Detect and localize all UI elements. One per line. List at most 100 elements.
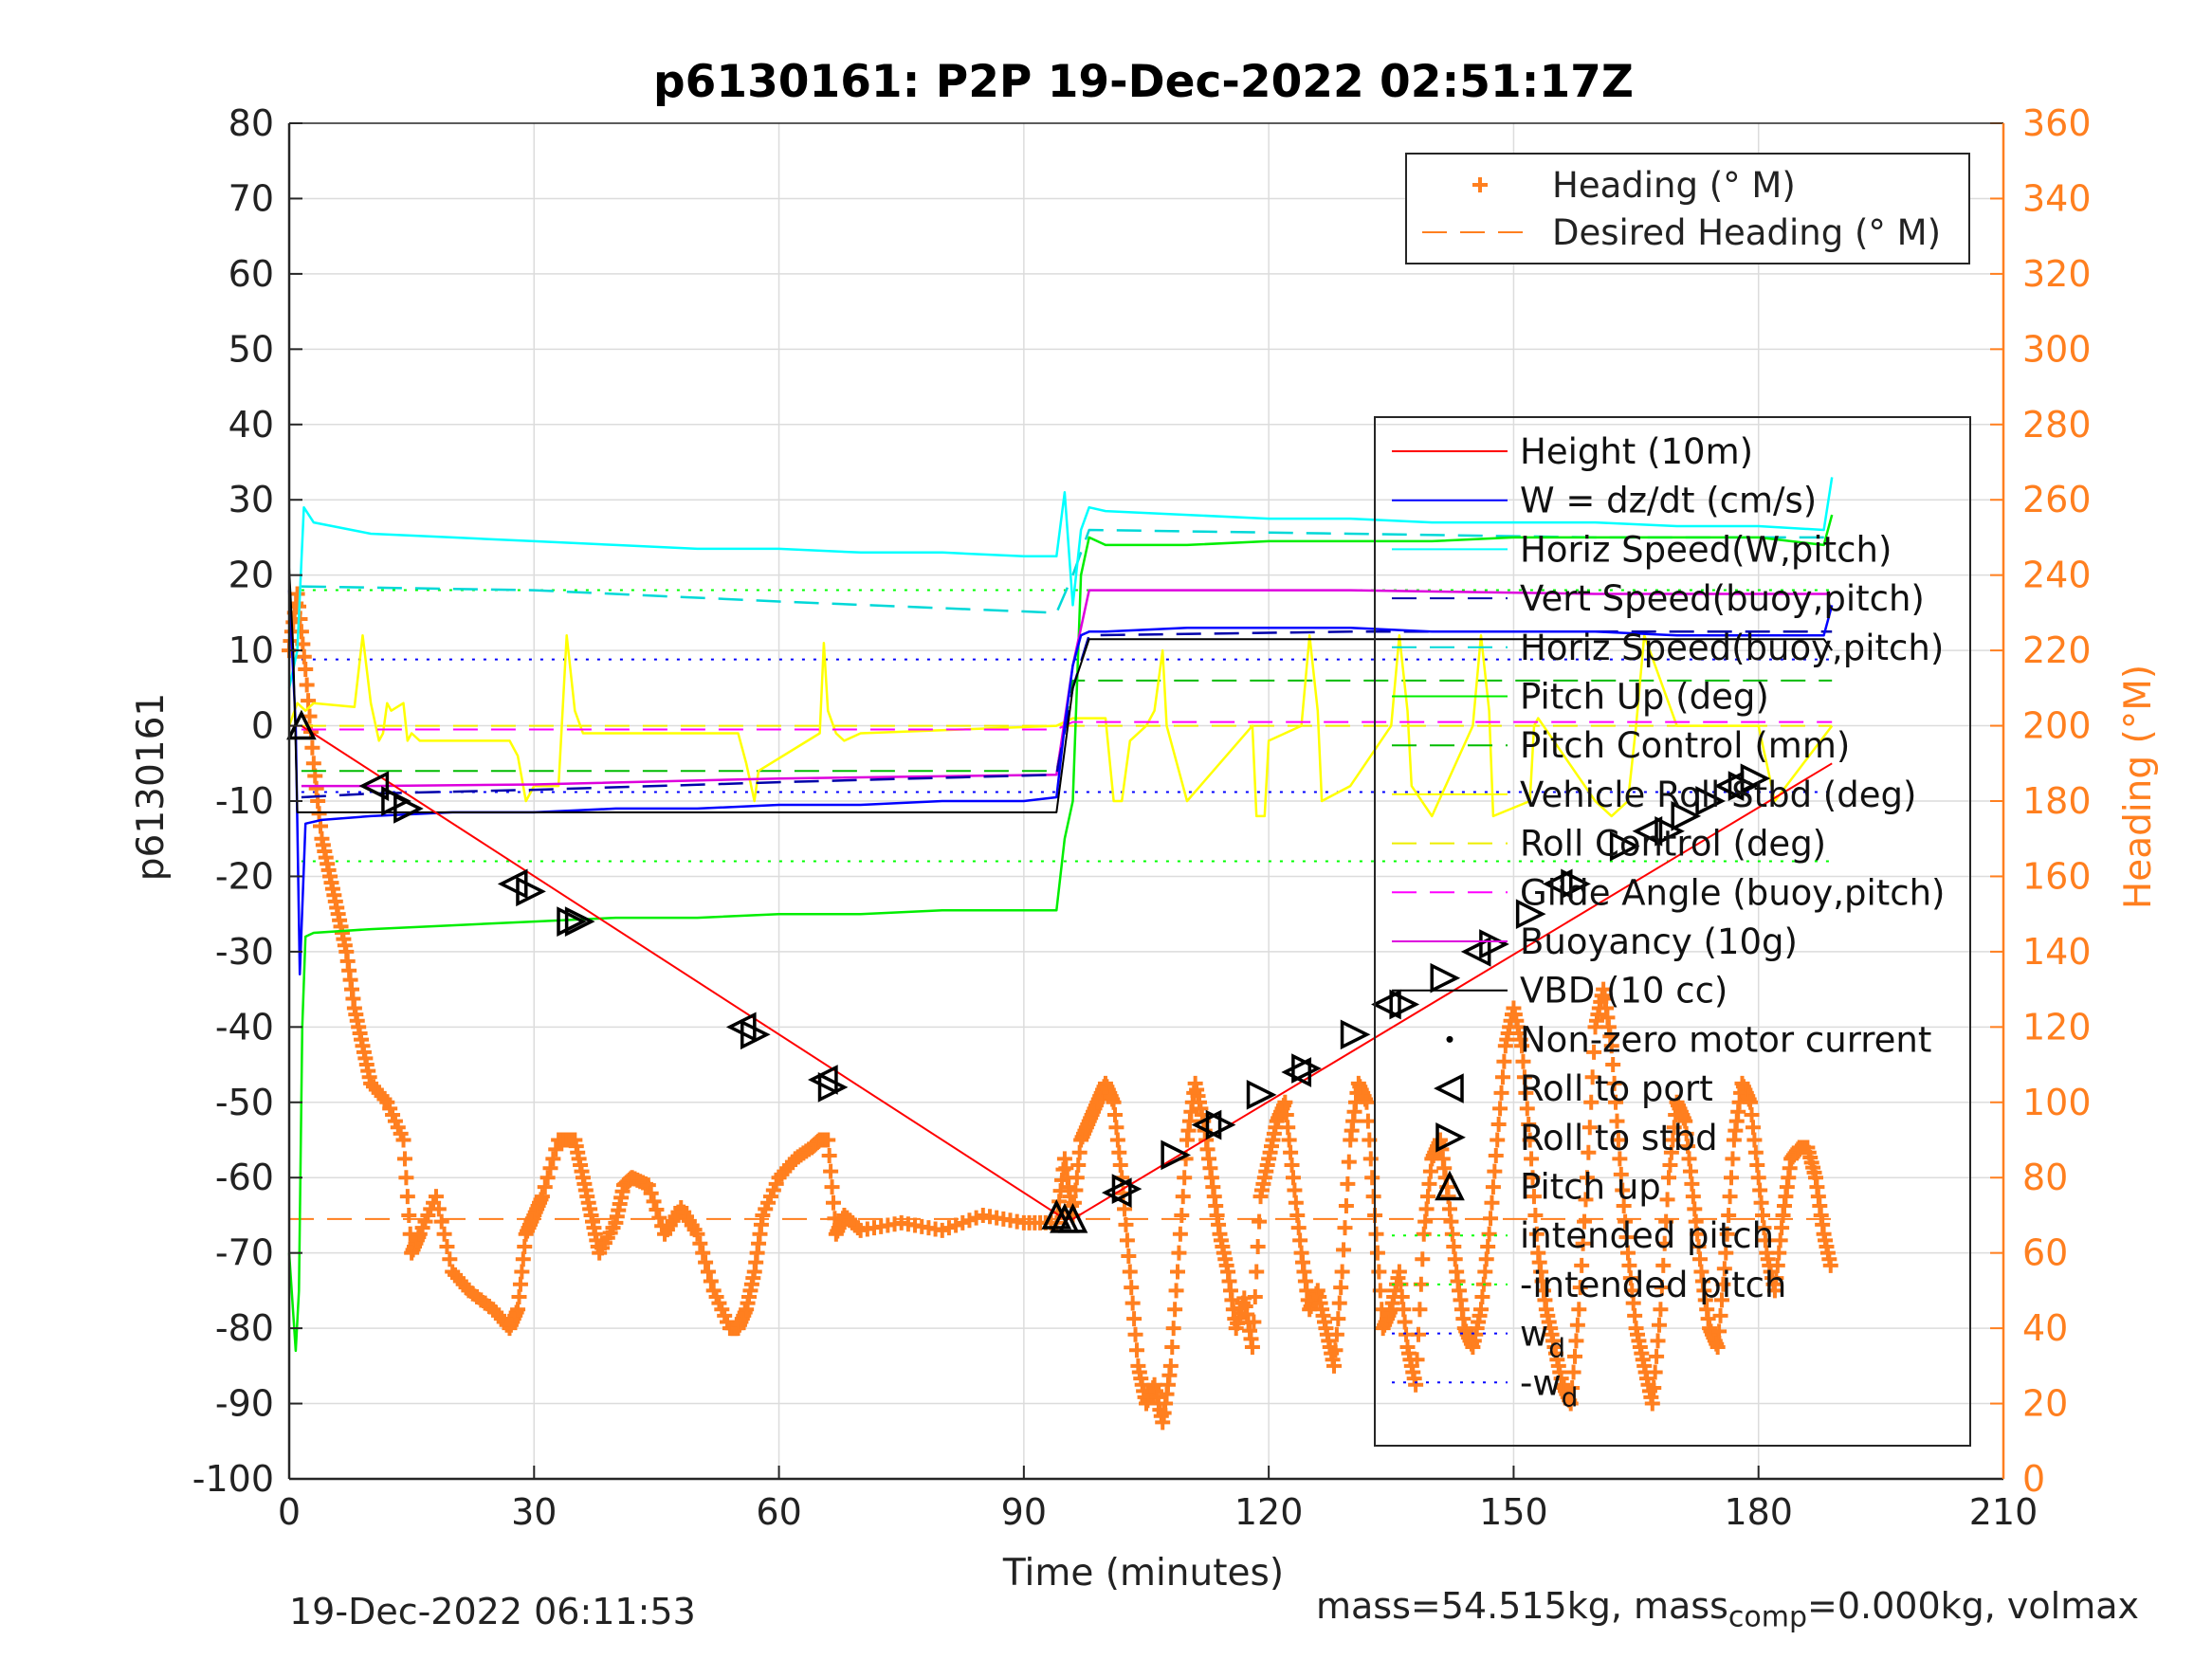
heading-point (401, 1207, 417, 1223)
heading-point (1490, 1116, 1507, 1132)
legend-label-subscript: d (1548, 1333, 1565, 1364)
heading-point (643, 1185, 659, 1201)
heading-point (1488, 1148, 1504, 1164)
heading-point (1252, 1213, 1268, 1230)
legend-label: intended pitch (1520, 1215, 1774, 1256)
heading-point (1519, 1101, 1535, 1117)
y2-tick-label: 60 (2022, 1232, 2068, 1274)
roll-stbd-marker (516, 876, 546, 907)
heading-point (1171, 1245, 1187, 1261)
heading-point (700, 1264, 716, 1280)
footer-mass-prefix: mass=54.515kg, mass (1316, 1585, 1728, 1627)
heading-point (1364, 1170, 1380, 1186)
heading-point (1608, 1094, 1624, 1110)
heading-point (1362, 1151, 1379, 1167)
heading-point (1485, 1179, 1501, 1195)
heading-point (1165, 1321, 1181, 1337)
roll-port-marker (1371, 989, 1401, 1020)
heading-point (439, 1239, 455, 1255)
heading-point (1408, 1376, 1424, 1393)
y-tick-label: -60 (215, 1157, 274, 1198)
heading-point (1653, 1302, 1669, 1318)
legend-label: -intended pitch (1520, 1265, 1786, 1305)
roll-stbd-marker (393, 793, 424, 824)
heading-point (428, 1189, 444, 1205)
heading-point (1122, 1264, 1138, 1280)
heading-point (298, 661, 314, 677)
heading-point (640, 1177, 656, 1194)
heading-point (1583, 1094, 1600, 1110)
heading-point (1336, 1242, 1352, 1258)
heading-point (1518, 1085, 1534, 1101)
y-tick-label: -90 (215, 1383, 274, 1425)
heading-point (1709, 1339, 1726, 1355)
heading-point (1338, 1198, 1354, 1214)
heading-point (1571, 1302, 1587, 1318)
heading-point (1331, 1295, 1347, 1311)
legend-heading-label: Heading (° M) (1552, 165, 1796, 206)
series-layer (287, 477, 1834, 1353)
legend-triangle-left-icon (1434, 1073, 1464, 1103)
heading-point (1525, 1170, 1541, 1186)
heading-point (1721, 1207, 1737, 1223)
heading-point (1563, 1395, 1579, 1412)
footer-timestamp: 19-Dec-2022 06:11:53 (289, 1591, 696, 1632)
heading-point (1337, 1220, 1353, 1236)
legend-heading-box (1405, 153, 1970, 264)
heading-point (1246, 1314, 1262, 1330)
legend-dot-icon (1446, 1035, 1453, 1043)
y-tick-label: 50 (229, 328, 274, 370)
heading-point (1613, 1166, 1629, 1182)
heading-point (646, 1194, 662, 1210)
legend-label: Horiz Speed(W,pitch) (1520, 529, 1892, 570)
series-line (287, 514, 1834, 1353)
heading-point (1341, 1154, 1357, 1170)
roll-stbd-marker (1695, 786, 1726, 816)
roll-stbd-marker (740, 1019, 771, 1050)
roll-stbd-marker (817, 1072, 849, 1103)
heading-point (1577, 1213, 1593, 1230)
heading-point (1521, 1116, 1537, 1132)
y2-tick-label: 240 (2022, 555, 2092, 596)
heading-point (398, 1170, 414, 1186)
heading-point (1168, 1283, 1184, 1299)
heading-point (1606, 1075, 1622, 1091)
x-tick-label: 0 (278, 1491, 301, 1533)
heading-point (1654, 1280, 1670, 1296)
heading-point (1644, 1395, 1660, 1412)
y2-tick-label: 180 (2022, 780, 2092, 822)
roll-stbd-marker (1161, 1139, 1192, 1171)
heading-point (1369, 1245, 1385, 1261)
legend-heading-label: Desired Heading (° M) (1552, 212, 1941, 253)
heading-point (820, 1132, 836, 1148)
heading-point (301, 693, 317, 709)
heading-point (1647, 1364, 1663, 1380)
heading-point (825, 1194, 841, 1211)
series-line (301, 528, 1833, 614)
heading-point (1564, 1380, 1581, 1395)
legend-label: Non-zero motor current (1520, 1019, 1931, 1060)
y-tick-label: 10 (229, 629, 274, 671)
heading-point (1334, 1264, 1350, 1280)
heading-point (1724, 1170, 1740, 1186)
y-tick-label: 0 (251, 705, 274, 747)
heading-point (1340, 1176, 1356, 1192)
heading-point (537, 1179, 553, 1195)
heading-point (1615, 1182, 1631, 1198)
x-tick-label: 120 (1234, 1491, 1304, 1533)
y-tick-label: 30 (229, 479, 274, 520)
heading-point (1119, 1232, 1135, 1249)
heading-point (1527, 1207, 1544, 1223)
heading-point (539, 1170, 556, 1186)
heading-point (1170, 1264, 1185, 1280)
heading-point (548, 1141, 564, 1158)
heading-point (1568, 1333, 1584, 1349)
y-tick-label: -40 (215, 1006, 274, 1048)
heading-point (823, 1163, 839, 1179)
heading-point (1360, 1113, 1376, 1129)
y-tick-label: 60 (229, 253, 274, 295)
series-line (287, 477, 1834, 689)
y2-tick-label: 40 (2022, 1307, 2068, 1349)
roll-stbd-marker (1515, 899, 1546, 929)
heading-point (1118, 1216, 1134, 1232)
